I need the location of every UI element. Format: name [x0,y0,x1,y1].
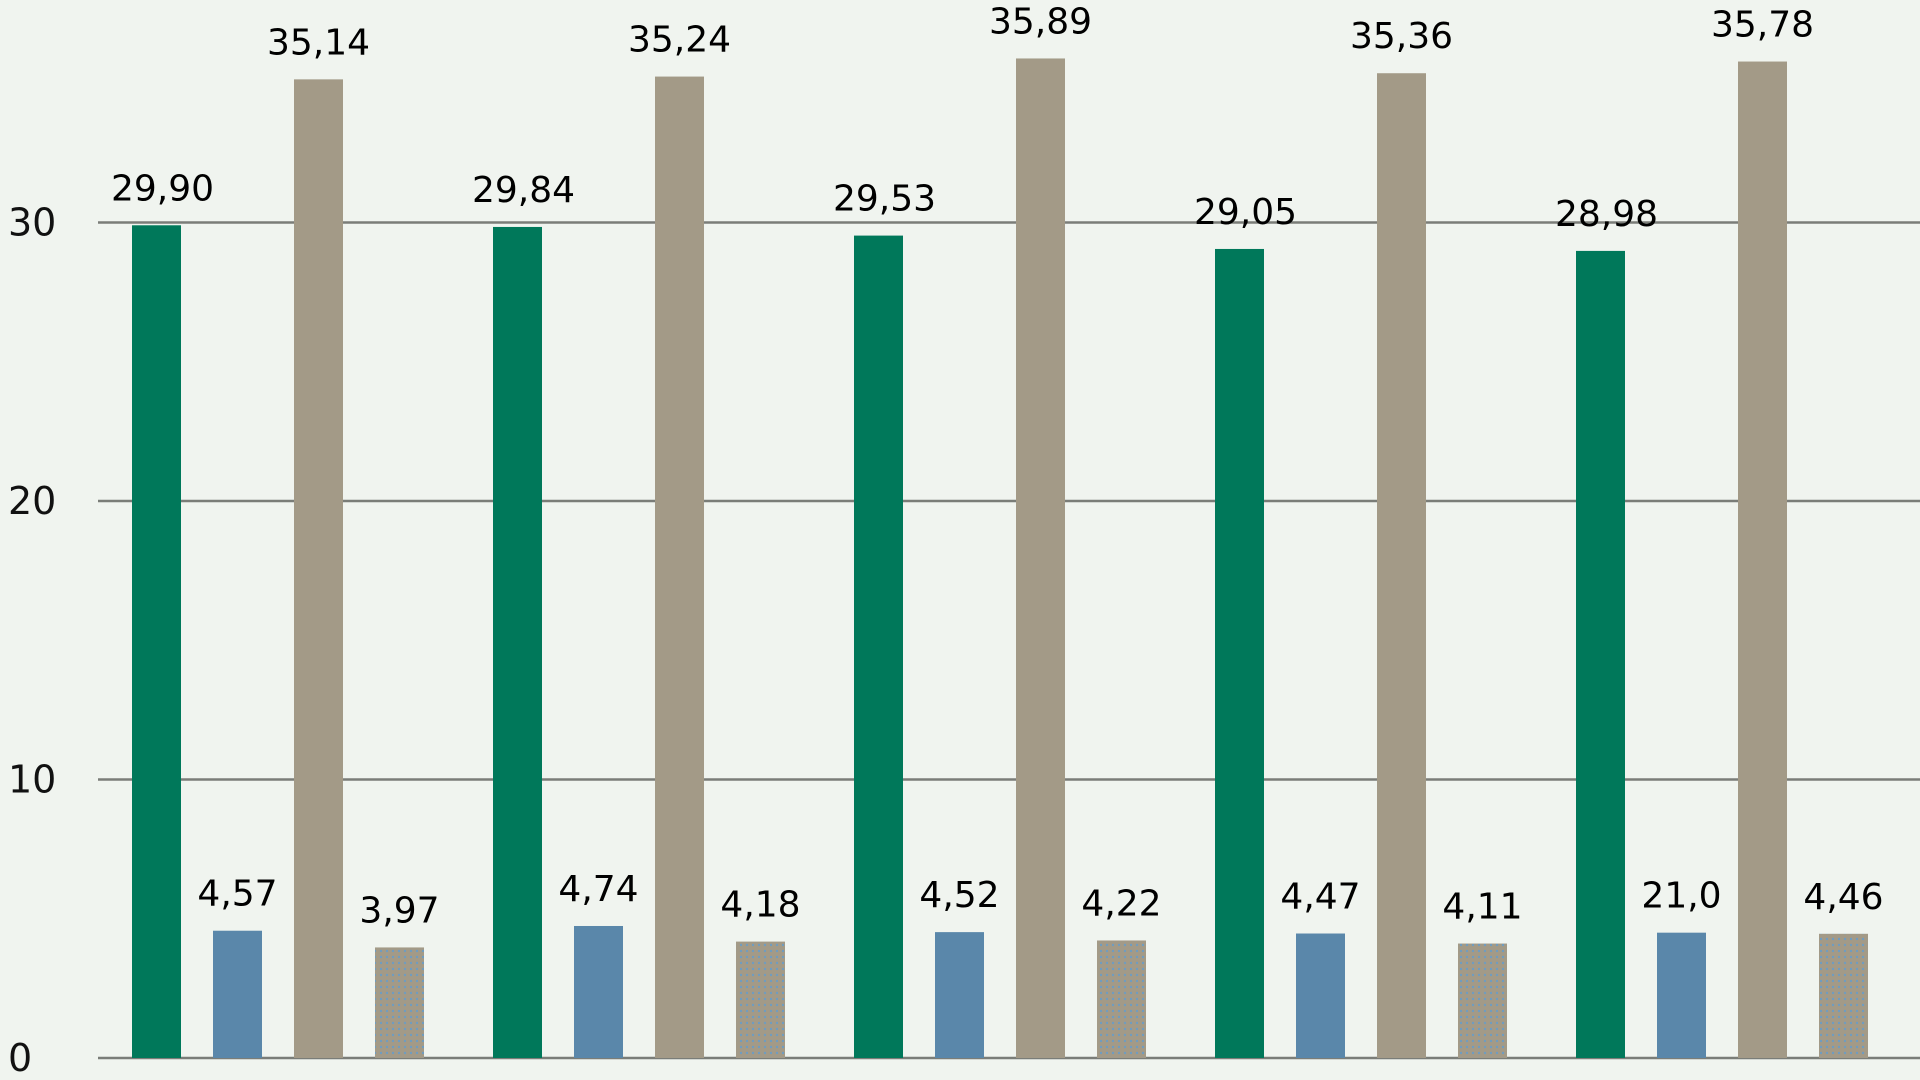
data-label: 4,47 [1280,877,1360,918]
data-label: 4,74 [558,869,638,910]
data-label: 29,90 [111,168,214,209]
data-label: 35,78 [1711,5,1814,46]
bar [213,930,262,1058]
bar [1738,61,1787,1059]
data-label: 4,18 [720,885,800,926]
bar [854,235,903,1059]
data-label: 4,52 [919,875,999,916]
data-label: 28,98 [1555,194,1658,235]
data-label: 4,22 [1081,883,1161,924]
bar [1016,58,1065,1058]
bar [736,941,785,1058]
data-label: 35,89 [989,1,1092,42]
bar [935,932,984,1058]
data-label: 35,36 [1350,16,1453,57]
y-tick-label: 10 [8,758,56,802]
bar [1097,940,1146,1058]
y-tick-label: 30 [8,201,56,245]
data-label: 4,46 [1803,877,1883,918]
data-label: 29,53 [833,179,936,220]
bar [493,226,542,1058]
data-label: 29,84 [472,170,575,211]
y-tick-label: 20 [8,479,56,523]
bar [1458,943,1507,1058]
data-label: 29,05 [1194,192,1297,233]
data-label: 21,0 [1641,876,1721,917]
data-label: 4,11 [1442,887,1522,928]
data-label: 4,57 [197,874,277,915]
data-label: 35,24 [628,20,731,61]
bar [132,225,181,1058]
bar [655,76,704,1059]
bar [1296,933,1345,1058]
bar [574,925,623,1058]
data-label: 3,97 [359,890,439,931]
bar [1377,73,1426,1058]
y-tick-label: 0 [8,1036,32,1080]
bar [1215,248,1264,1058]
bar [1819,933,1868,1058]
bar [1657,932,1706,1058]
bar [375,947,424,1058]
data-label: 35,14 [267,22,370,63]
bar [294,79,343,1058]
bar [1576,250,1625,1059]
